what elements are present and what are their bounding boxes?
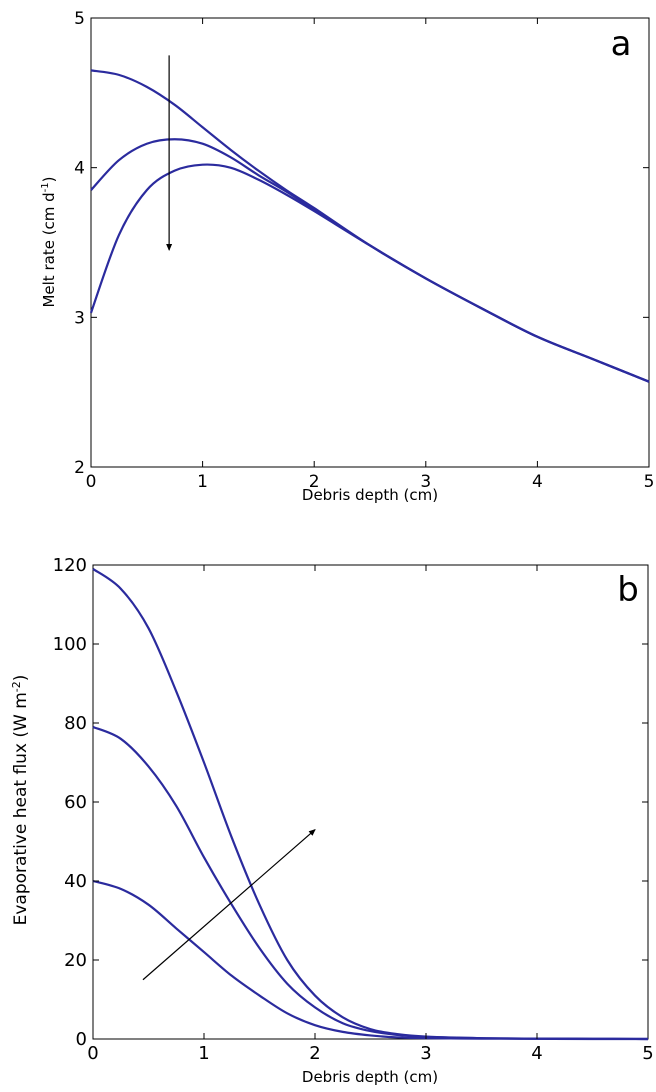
axis-ticks (93, 565, 648, 1039)
y-axis-title: Melt rate (cm d-1) (40, 176, 58, 307)
y-tick-label: 100 (53, 634, 87, 655)
x-axis-title: Debris depth (cm) (302, 1068, 438, 1086)
x-tick-label: 5 (644, 472, 655, 492)
y-tick-label: 3 (74, 308, 85, 328)
y-tick-label: 2 (74, 458, 85, 478)
x-tick-label: 2 (309, 1043, 320, 1064)
trend-arrow (142, 828, 316, 981)
y-tick-label: 20 (64, 950, 87, 971)
panel-label-b: b (617, 570, 639, 610)
y-tick-label: 4 (74, 159, 85, 179)
axis-ticks (91, 18, 649, 467)
melt-rate-lines (89, 69, 650, 383)
panel-label-a: a (611, 24, 632, 64)
x-tick-label: 0 (87, 1043, 98, 1064)
series-line-3 (92, 879, 649, 1041)
y-tick-label: 0 (76, 1029, 87, 1050)
plot-frame (90, 17, 650, 468)
x-axis-title: Debris depth (cm) (302, 486, 438, 504)
x-tick-label: 1 (198, 1043, 209, 1064)
series-line-2 (92, 725, 649, 1041)
y-tick-labels: 2 3 4 5 (74, 9, 85, 478)
x-tick-label: 1 (197, 472, 208, 492)
chart-panel-a: 0 1 2 3 4 5 2 3 4 5 a Debris depth (cm) Melt rat… (40, 9, 654, 504)
x-tick-labels: 0 1 2 3 4 5 (87, 1043, 653, 1064)
series-line-3 (89, 163, 650, 383)
x-tick-label: 3 (420, 472, 431, 492)
y-tick-label: 60 (64, 792, 87, 813)
series-line-2 (90, 138, 650, 383)
y-tick-label: 40 (64, 871, 87, 892)
x-tick-labels: 0 1 2 3 4 5 (86, 472, 655, 492)
x-tick-label: 4 (532, 472, 543, 492)
y-axis-title: Evaporative heat flux (W m-2) (10, 675, 31, 926)
y-tick-label: 5 (74, 9, 85, 29)
y-tick-labels: 0 20 40 60 80 100 120 (53, 555, 87, 1050)
x-tick-label: 3 (420, 1043, 431, 1064)
x-tick-label: 2 (309, 472, 320, 492)
chart-panel-b: 0 1 2 3 4 5 0 20 40 60 80 100 120 b Debris depth (c… (10, 555, 654, 1086)
y-tick-label: 120 (53, 555, 87, 576)
plot-frame (92, 564, 649, 1040)
heat-flux-lines (92, 568, 649, 1041)
x-tick-label: 5 (642, 1043, 653, 1064)
y-tick-label: 80 (64, 713, 87, 734)
x-tick-label: 0 (86, 472, 97, 492)
x-tick-label: 4 (531, 1043, 542, 1064)
series-line-1 (90, 69, 650, 383)
